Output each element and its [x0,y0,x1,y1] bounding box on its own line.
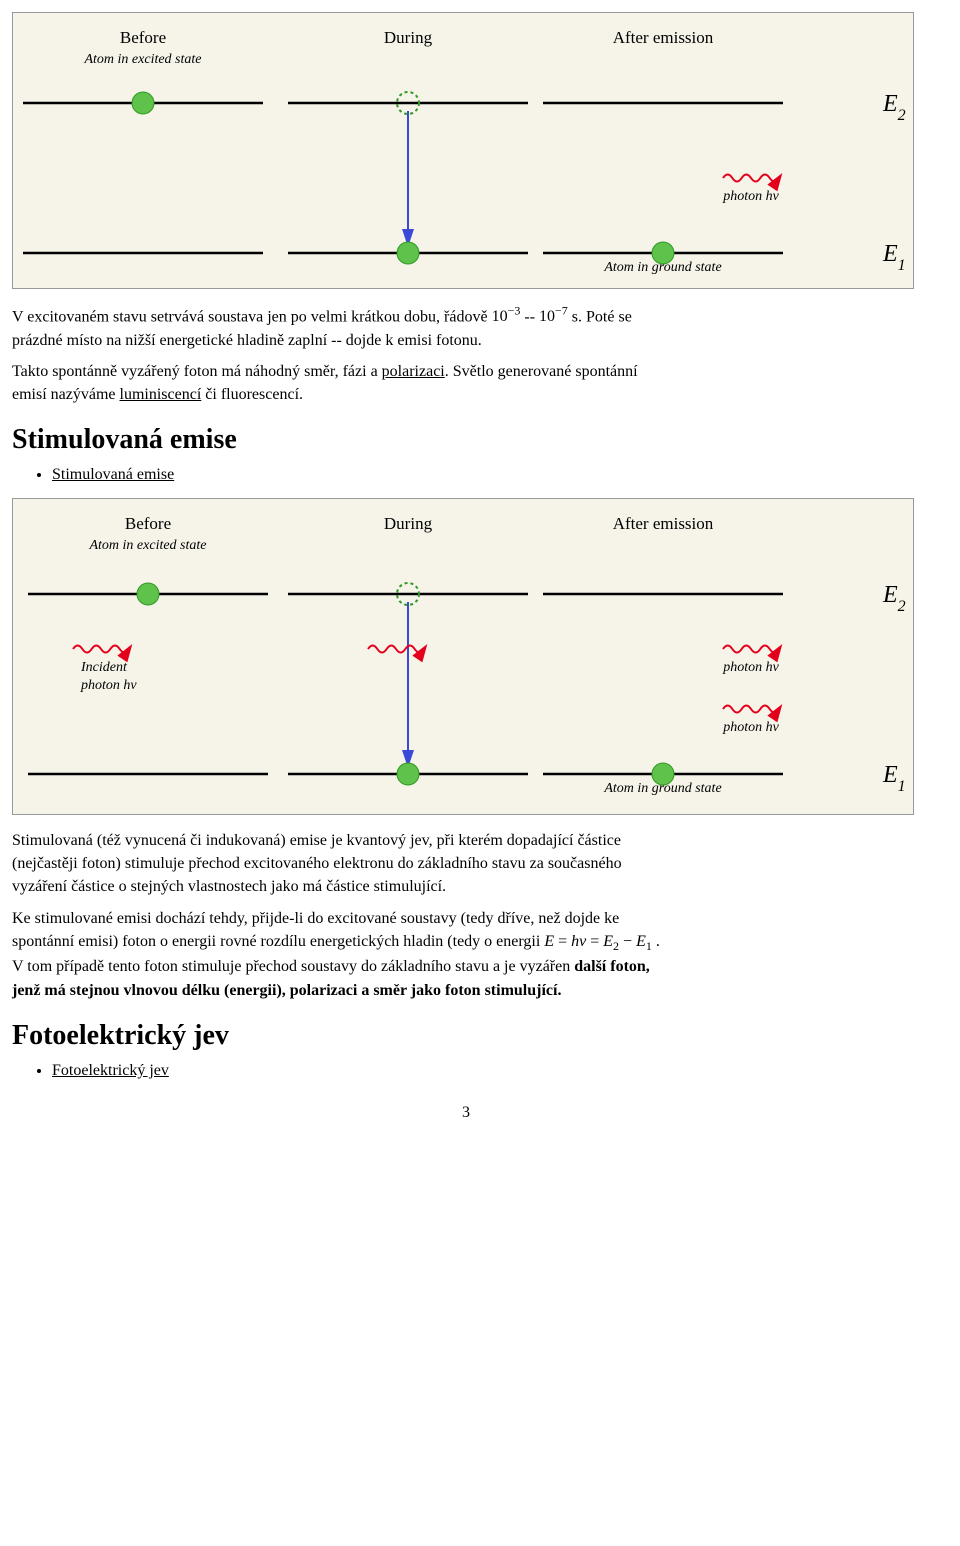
heading-fotoelektricky-jev: Fotoelektrický jev [12,1020,920,1052]
link-stimulovana-emise[interactable]: Stimulovaná emise [52,466,174,483]
svg-text:E1: E1 [882,241,906,274]
page-number: 3 [12,1104,920,1122]
heading-stimulovana-emise: Stimulovaná emise [12,424,920,456]
stimulated-emission-diagram: Before Atom in excited state During After e… [12,498,914,815]
svg-text:Atom in excited state: Atom in excited state [88,538,206,553]
p4-text-a: Ke stimulované emisi dochází tehdy, přij… [12,910,619,950]
svg-text:During: During [384,514,433,533]
svg-text:photon hv: photon hv [722,720,779,735]
svg-text:photon hv: photon hv [80,678,137,693]
link-luminiscenci[interactable]: luminiscencí [120,386,202,403]
link-fotoelektricky-jev[interactable]: Fotoelektrický jev [52,1062,169,1079]
svg-text:Before: Before [125,514,171,533]
p1-math-b: 10−7 [539,308,568,325]
svg-text:photon hv: photon hv [722,189,779,204]
svg-text:Atom in ground state: Atom in ground state [603,260,721,275]
link-polarizaci[interactable]: polarizaci [382,363,445,380]
svg-text:Before: Before [120,28,166,47]
bullet-list-stimulovana: Stimulovaná emise [12,466,920,484]
svg-text:Incident: Incident [80,660,128,675]
spontaneous-emission-diagram: Before Atom in excited state During After e… [12,12,914,289]
p1-math-a: 10−3 [492,308,521,325]
paragraph-spontaneous-1: V excitovaném stavu setrvává soustava je… [12,303,672,352]
svg-text:After emission: After emission [613,28,714,47]
paragraph-stimulated-cond: Ke stimulované emisi dochází tehdy, přij… [12,907,672,1002]
p1-dash: -- [520,308,539,325]
svg-text:E2: E2 [882,582,906,615]
p2-text-c: či fluorescencí. [201,386,303,403]
p2-text-a: Takto spontánně vyzářený foton má náhodn… [12,363,382,380]
list-item: Stimulovaná emise [52,466,920,484]
svg-text:Atom in excited state: Atom in excited state [83,52,201,67]
p1-text-a: V excitovaném stavu setrvává soustava je… [12,308,492,325]
paragraph-stimulated-desc: Stimulovaná (též vynucená či indukovaná)… [12,829,672,899]
svg-text:E1: E1 [882,762,906,795]
svg-text:E2: E2 [882,91,906,124]
svg-text:Atom in ground state: Atom in ground state [603,781,721,796]
paragraph-spontaneous-2: Takto spontánně vyzářený foton má náhodn… [12,360,672,406]
bullet-list-fotoel: Fotoelektrický jev [12,1062,920,1080]
svg-text:photon hv: photon hv [722,660,779,675]
svg-text:During: During [384,28,433,47]
svg-text:After emission: After emission [613,514,714,533]
list-item: Fotoelektrický jev [52,1062,920,1080]
diagram2-svg: Before Atom in excited state During After e… [13,499,913,809]
diagram1-svg: Before Atom in excited state During After e… [13,13,913,283]
p4-math: E = hν = E2 − E1 [544,933,652,950]
